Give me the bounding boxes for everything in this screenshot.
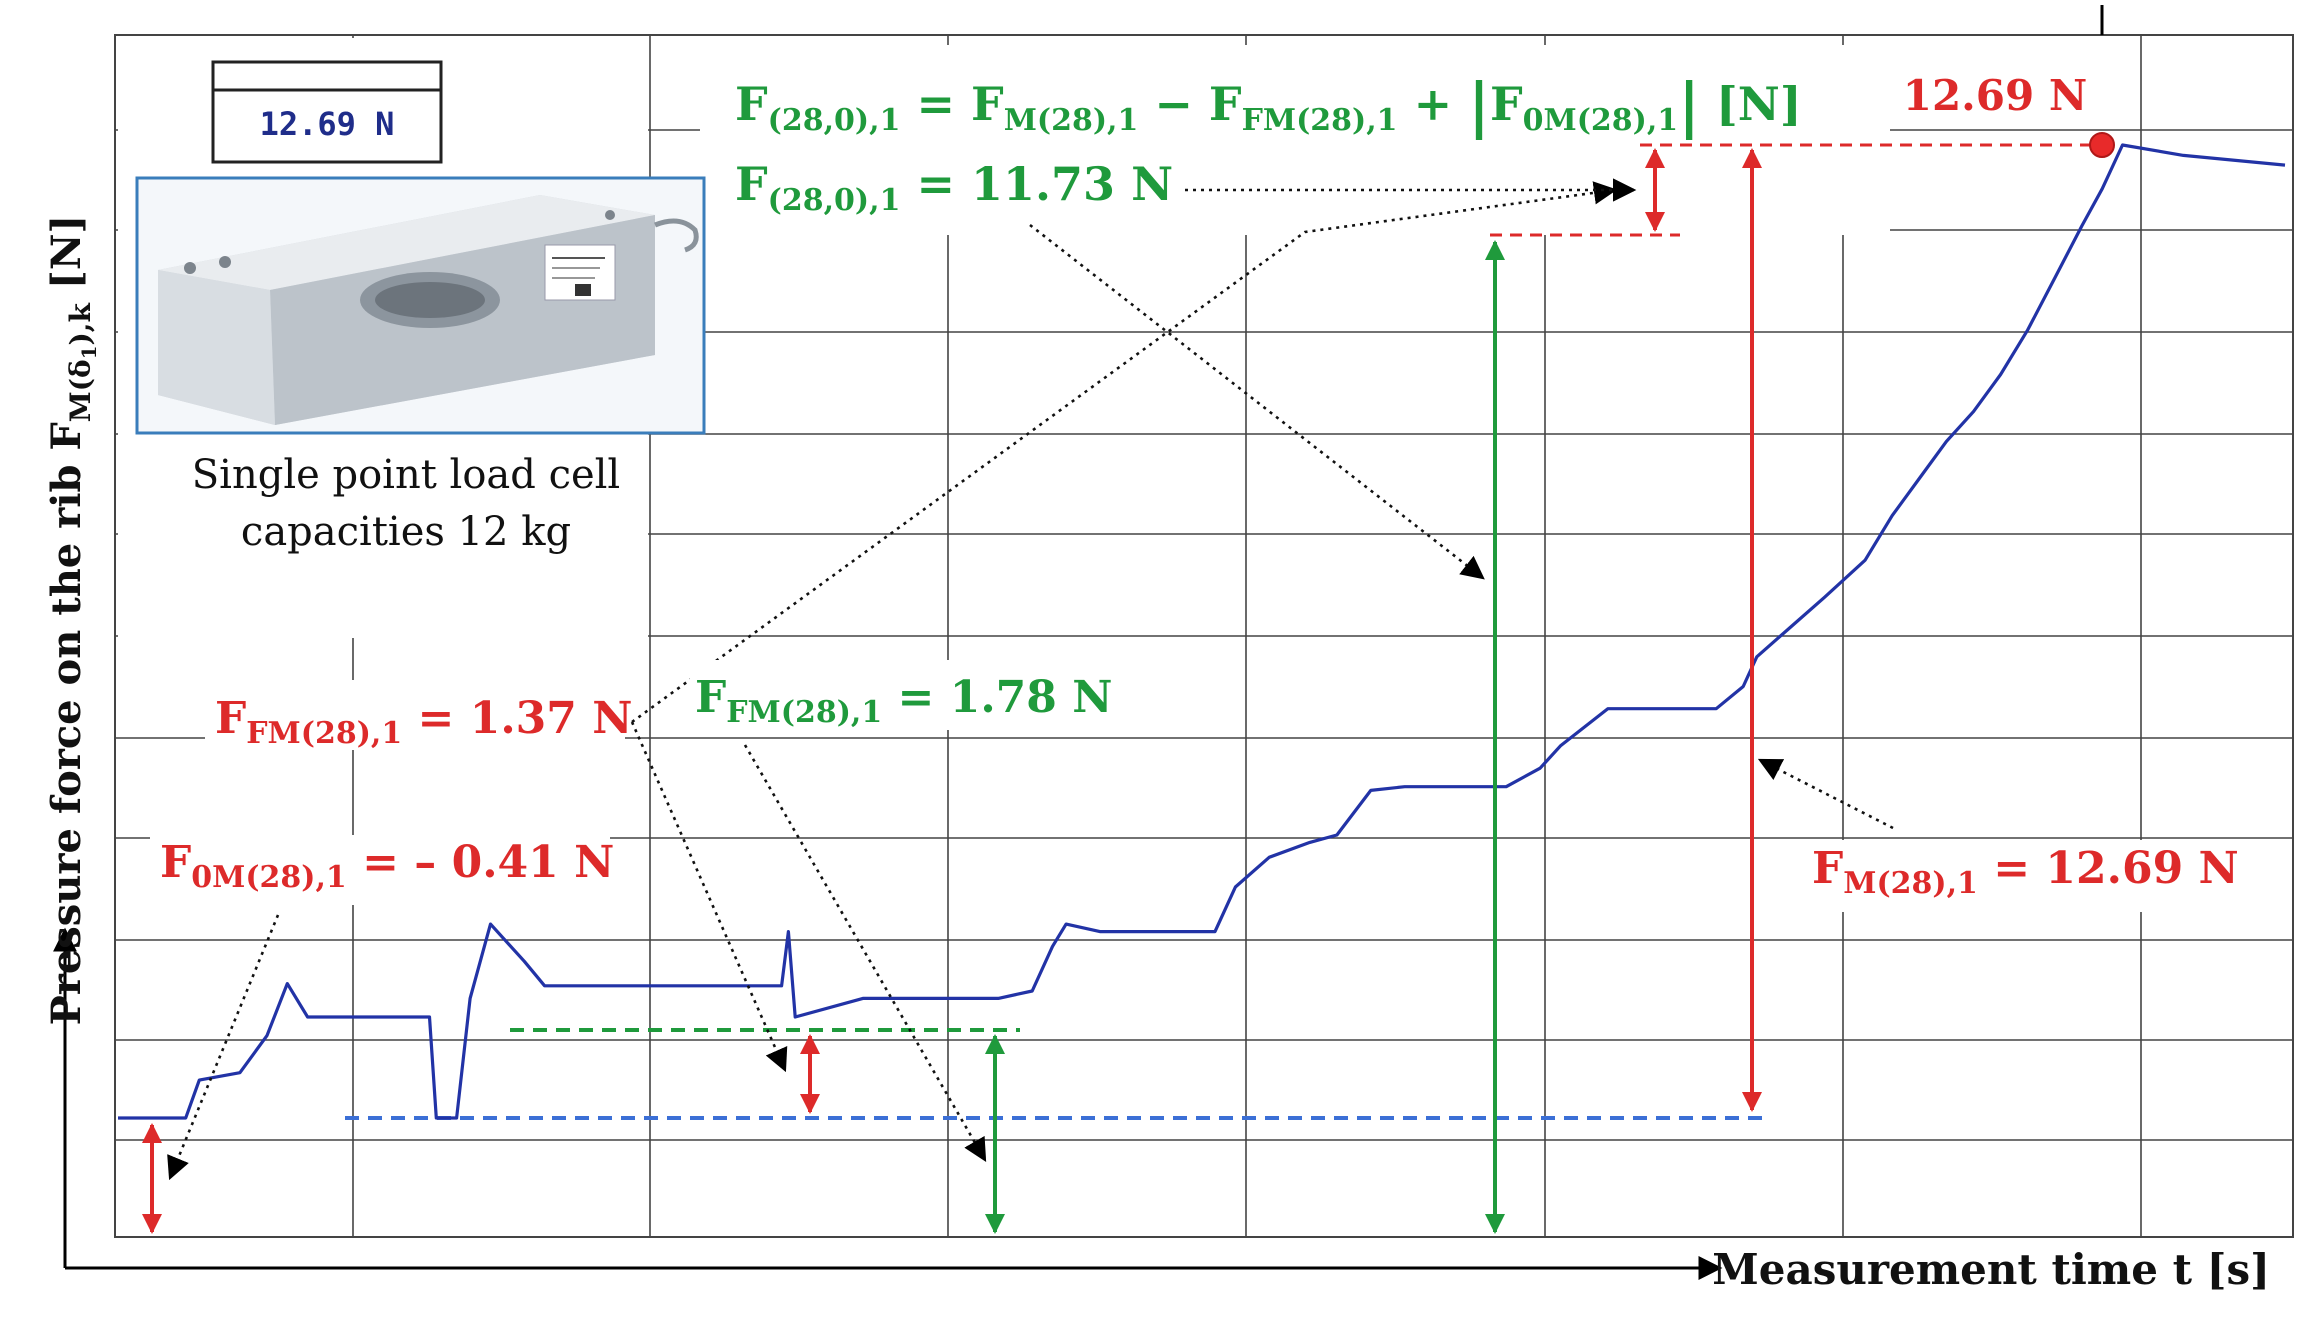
measurement-arrows	[142, 148, 1762, 1234]
load-cell-inset: 12.69 N Single point load cell capacitie…	[135, 60, 706, 555]
fm-backdrop	[1805, 840, 2230, 912]
f0m-backdrop	[150, 835, 610, 905]
pointer-arrows	[167, 178, 1894, 1181]
display-value: 12.69 N	[260, 105, 395, 143]
x-axis-label: Measurement time t [s]	[1712, 1245, 2270, 1294]
peak-label: 12.69 N	[1903, 71, 2088, 120]
pointer-f0m	[167, 914, 280, 1181]
ffm-green-text: FFM(28),1 = 1.78 N	[695, 672, 1112, 730]
reference-lines	[345, 143, 2110, 1120]
signal-series	[118, 143, 2286, 1120]
pointer-fm	[1757, 758, 1894, 830]
ffm-red-backdrop	[205, 680, 625, 750]
ffm-green-backdrop	[690, 660, 1100, 730]
axes	[53, 5, 2104, 1280]
f0m-text: F0M(28),1 = – 0.41 N	[160, 837, 614, 895]
display-box	[211, 60, 443, 164]
inset-caption-line1: Single point load cell	[192, 452, 620, 498]
f280-value-text: F(28,0),1 = 11.73 N	[735, 157, 1173, 218]
pointer-f280-mid	[1029, 223, 1485, 580]
load-cell-image	[158, 195, 699, 425]
y-axis-label: Pressure force on the rib FM(δ1),k [N]	[43, 215, 101, 1026]
formula-backdrop	[700, 45, 1890, 235]
ffm-red-text: FFM(28),1 = 1.37 N	[215, 693, 632, 751]
peak-marker	[2089, 132, 2115, 158]
fm-text: FM(28),1 = 12.69 N	[1812, 843, 2239, 901]
inset-caption-line2: capacities 12 kg	[241, 509, 571, 555]
pointer-ffm-green	[743, 744, 987, 1163]
pointer-ffm-red-top	[631, 181, 1618, 724]
formula-text: F(28,0),1 = FM(28),1 − FFM(28),1 + |F0M(…	[735, 71, 1802, 141]
